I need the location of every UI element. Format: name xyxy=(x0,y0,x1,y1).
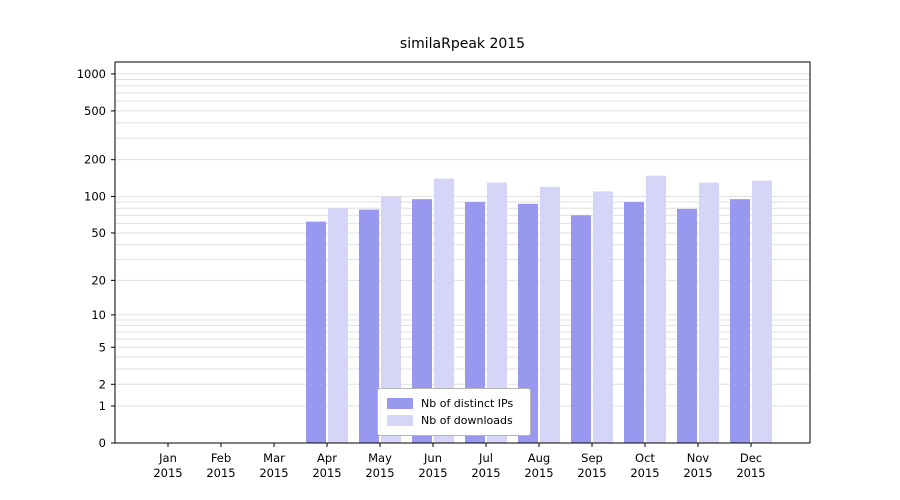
y-tick-label: 50 xyxy=(91,226,106,240)
x-tick-label-month: Nov xyxy=(687,451,710,465)
legend-swatch-downloads xyxy=(387,415,413,426)
x-tick-label-month: Aug xyxy=(528,451,550,465)
x-tick-label-month: May xyxy=(368,451,392,465)
x-tick-label-year: 2015 xyxy=(683,466,712,480)
bar-distinct-ips xyxy=(465,202,485,443)
x-tick-label-year: 2015 xyxy=(365,466,394,480)
x-tick-label-year: 2015 xyxy=(577,466,606,480)
y-tick-label: 2 xyxy=(99,377,106,391)
x-tick-label-month: Apr xyxy=(317,451,337,465)
y-tick-label: 1000 xyxy=(77,67,106,81)
bar-downloads xyxy=(487,182,507,443)
y-tick-label: 20 xyxy=(91,273,106,287)
x-tick-label-year: 2015 xyxy=(259,466,288,480)
y-tick-label: 5 xyxy=(99,340,106,354)
x-tick-label-year: 2015 xyxy=(312,466,341,480)
y-tick-label: 0 xyxy=(99,436,106,450)
legend-label-distinct-ips: Nb of distinct IPs xyxy=(421,397,514,410)
bar-distinct-ips xyxy=(571,215,591,443)
x-tick-label-year: 2015 xyxy=(630,466,659,480)
chart-title: similaRpeak 2015 xyxy=(399,36,526,52)
legend-item-downloads: Nb of downloads xyxy=(387,412,521,429)
x-tick-label-month: Sep xyxy=(581,451,603,465)
bar-downloads xyxy=(593,191,613,443)
y-tick-label: 200 xyxy=(84,153,106,167)
bar-downloads xyxy=(381,196,401,443)
plot-border xyxy=(114,61,811,444)
x-tick-label-year: 2015 xyxy=(736,466,765,480)
legend-swatch-distinct-ips xyxy=(387,398,413,409)
x-tick-label-month: Jun xyxy=(423,451,442,465)
x-tick-label-month: Feb xyxy=(211,451,231,465)
x-tick-label-month: Mar xyxy=(263,451,285,465)
bar-downloads xyxy=(646,175,666,443)
bar-distinct-ips xyxy=(306,221,326,443)
bar-distinct-ips xyxy=(412,199,432,443)
x-tick-label-month: Jan xyxy=(158,451,177,465)
x-tick-label-year: 2015 xyxy=(206,466,235,480)
x-tick-label-year: 2015 xyxy=(418,466,447,480)
x-tick-label-month: Jul xyxy=(478,451,493,465)
x-tick-label-year: 2015 xyxy=(153,466,182,480)
bar-distinct-ips xyxy=(730,199,750,443)
bar-distinct-ips xyxy=(359,209,379,443)
x-tick-label-month: Dec xyxy=(740,451,762,465)
bar-distinct-ips xyxy=(624,202,644,443)
legend-label-downloads: Nb of downloads xyxy=(421,414,513,427)
y-tick-label: 10 xyxy=(91,308,106,322)
x-tick-label-month: Oct xyxy=(635,451,655,465)
y-tick-label: 500 xyxy=(84,104,106,118)
legend-item-distinct-ips: Nb of distinct IPs xyxy=(387,395,521,412)
x-tick-label-year: 2015 xyxy=(471,466,500,480)
bar-downloads xyxy=(434,178,454,444)
bar-downloads xyxy=(328,208,348,443)
bar-distinct-ips xyxy=(677,208,697,443)
y-tick-label: 100 xyxy=(84,189,106,203)
bar-downloads xyxy=(540,186,560,443)
bar-downloads xyxy=(752,180,772,443)
y-tick-label: 1 xyxy=(99,399,106,413)
bar-downloads xyxy=(699,182,719,443)
legend: Nb of distinct IPs Nb of downloads xyxy=(377,388,531,436)
x-tick-label-year: 2015 xyxy=(524,466,553,480)
bar-distinct-ips xyxy=(518,203,538,443)
